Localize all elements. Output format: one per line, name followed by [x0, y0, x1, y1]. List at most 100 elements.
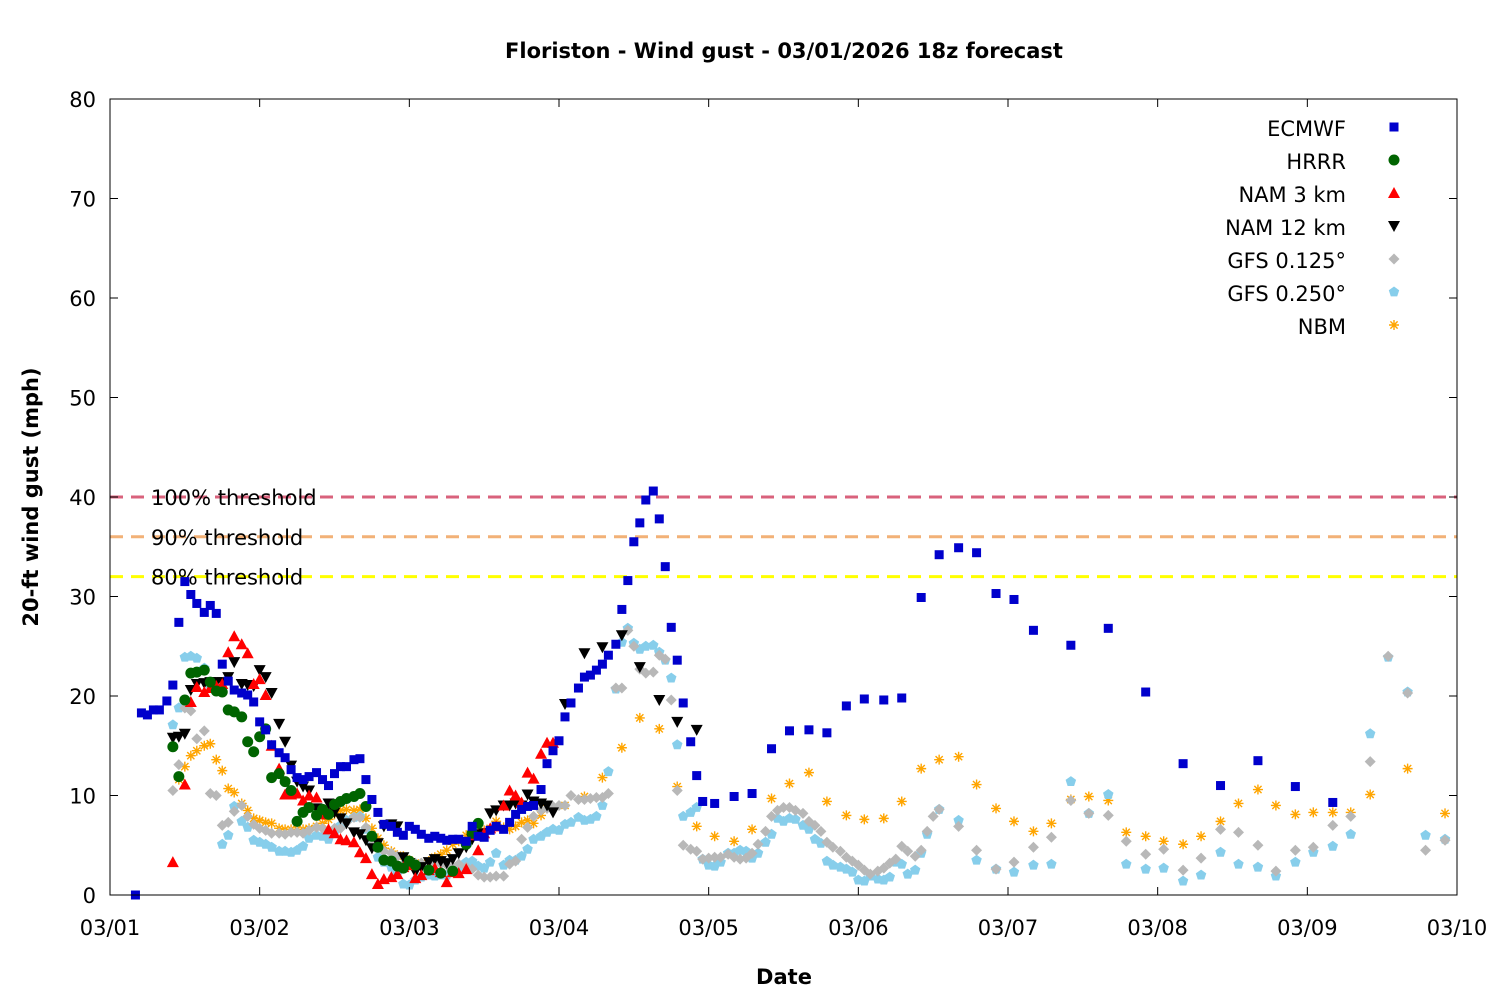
data-point [971, 854, 982, 865]
data-point [878, 813, 889, 824]
data-point [1270, 800, 1281, 811]
data-point [610, 682, 622, 694]
data-point [1195, 869, 1207, 880]
data-point [168, 680, 178, 690]
data-point [511, 809, 521, 819]
data-point [1440, 808, 1451, 819]
data-point [479, 832, 489, 842]
data-point [521, 766, 534, 778]
data-point [173, 771, 185, 783]
data-point [934, 754, 945, 765]
data-point [1121, 858, 1132, 869]
data-point [654, 514, 664, 524]
y-axis-label: 20-ft wind gust (mph) [19, 367, 43, 626]
data-point [934, 550, 944, 560]
data-point [167, 741, 179, 753]
data-point [211, 754, 222, 765]
data-point [809, 819, 821, 831]
data-point [355, 754, 365, 764]
data-point [248, 746, 260, 758]
data-point [827, 859, 839, 870]
data-point [623, 576, 633, 586]
data-point [191, 652, 202, 663]
data-point [409, 872, 422, 884]
data-point [341, 762, 351, 772]
data-point [640, 640, 651, 651]
data-point [1177, 875, 1189, 886]
data-point [991, 803, 1002, 814]
data-point [522, 815, 533, 826]
data-point [199, 607, 209, 617]
data-point [228, 805, 240, 817]
data-point [847, 866, 858, 877]
data-point [360, 813, 371, 824]
data-point [435, 867, 447, 879]
data-point [752, 838, 764, 850]
legend-label: HRRR [1286, 150, 1346, 174]
data-point [1028, 859, 1039, 870]
data-point [1140, 863, 1151, 874]
data-point [560, 712, 570, 722]
data-point [953, 751, 964, 762]
data-point [229, 685, 239, 695]
data-point [205, 600, 215, 610]
data-point [884, 871, 895, 882]
data-point [222, 646, 235, 658]
data-point [416, 829, 426, 839]
data-point [1008, 856, 1020, 868]
data-point [242, 810, 254, 822]
data-point [654, 723, 665, 734]
data-point [572, 793, 584, 805]
data-point [915, 844, 927, 856]
data-point [821, 796, 832, 807]
data-point [162, 696, 172, 706]
data-point [484, 808, 497, 820]
data-point [430, 831, 440, 841]
data-point [190, 681, 203, 693]
data-point [328, 827, 341, 839]
data-point [709, 851, 721, 863]
data-point [803, 767, 814, 778]
data-point [890, 853, 902, 865]
data-point [554, 736, 564, 746]
data-point [1365, 789, 1376, 800]
data-point [291, 787, 304, 799]
data-point [274, 748, 284, 758]
data-point [1178, 839, 1189, 850]
data-point [767, 744, 777, 754]
data-point [954, 543, 964, 553]
data-point [690, 724, 703, 736]
y-tick-label: 0 [83, 884, 96, 908]
data-point [249, 697, 259, 707]
data-point [573, 683, 583, 693]
data-point [392, 827, 402, 837]
data-point [933, 803, 945, 815]
data-point [385, 871, 398, 883]
data-point [279, 776, 291, 788]
data-point [265, 688, 278, 700]
data-point [485, 825, 495, 835]
data-point [223, 783, 234, 794]
data-point [778, 801, 789, 813]
data-point [404, 821, 414, 831]
data-point [173, 759, 185, 771]
data-point [1045, 831, 1057, 843]
data-point [1216, 781, 1226, 791]
data-point [666, 622, 676, 632]
data-point [653, 694, 666, 706]
data-point [415, 869, 428, 881]
data-point [273, 718, 286, 730]
x-tick-label: 03/04 [529, 916, 590, 940]
data-point [499, 824, 509, 834]
data-point [1065, 776, 1077, 786]
data-point [353, 829, 366, 841]
data-point [1289, 844, 1301, 856]
data-point [422, 857, 435, 869]
data-point [441, 845, 452, 856]
data-point [633, 662, 646, 674]
data-point [279, 736, 292, 748]
data-point [367, 794, 377, 804]
data-point [691, 845, 703, 857]
legend-label: ECMWF [1267, 117, 1346, 141]
data-point [648, 639, 659, 650]
